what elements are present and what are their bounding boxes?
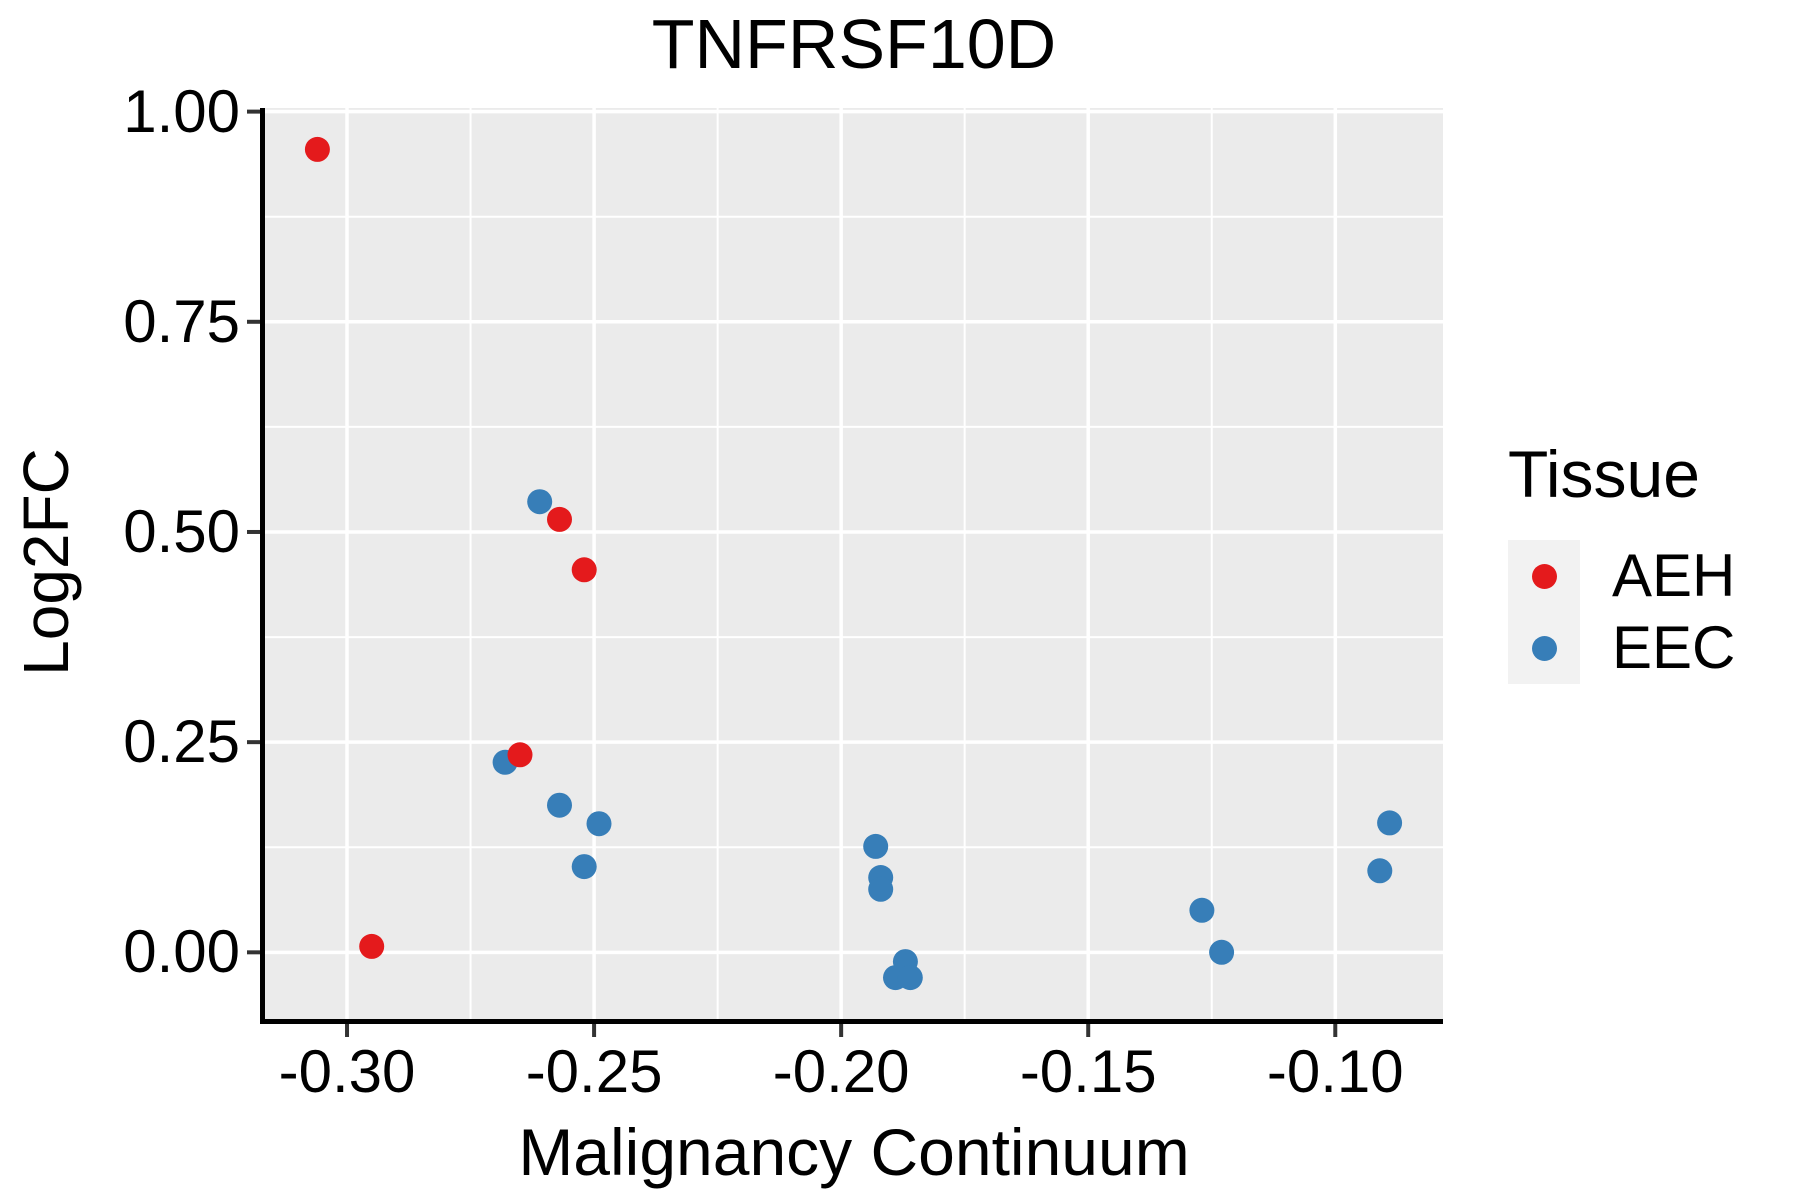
data-point-eec xyxy=(897,965,923,991)
legend-title: Tissue xyxy=(1508,437,1700,511)
data-point-eec xyxy=(1377,810,1403,836)
data-point-eec xyxy=(586,811,612,837)
data-point-eec xyxy=(547,792,572,818)
y-tick-label: 0.25 xyxy=(123,708,240,776)
x-tick-label: -0.30 xyxy=(278,1038,416,1105)
x-tick-label: -0.25 xyxy=(525,1038,663,1105)
data-point-eec xyxy=(868,876,894,902)
legend-key-aeh xyxy=(1508,540,1580,612)
data-point-eec xyxy=(1189,897,1215,923)
legend: Tissue AEH EEC xyxy=(1508,438,1798,684)
x-axis-title: Malignancy Continuum xyxy=(518,1115,1190,1189)
data-point-aeh xyxy=(547,506,572,532)
legend-key-eec xyxy=(1508,612,1580,684)
y-tick-label: 0.75 xyxy=(123,287,240,355)
legend-label-aeh: AEH xyxy=(1612,542,1736,609)
aeh-dot-icon xyxy=(1531,563,1557,589)
x-tick-label: -0.15 xyxy=(1019,1038,1157,1105)
legend-item-eec: EEC xyxy=(1508,612,1798,684)
data-point-eec xyxy=(1209,939,1235,965)
data-point-eec xyxy=(1367,858,1393,884)
data-point-eec xyxy=(571,854,597,880)
y-tick-label: 0.00 xyxy=(123,918,240,986)
data-point-aeh xyxy=(304,136,330,162)
legend-item-aeh: AEH xyxy=(1508,540,1798,612)
y-tick-label: 0.50 xyxy=(123,497,240,565)
data-point-aeh xyxy=(571,557,597,583)
panel-background xyxy=(265,108,1443,1019)
x-tick-label: -0.10 xyxy=(1266,1038,1404,1105)
y-tick-label: 1.00 xyxy=(123,77,240,145)
eec-dot-icon xyxy=(1531,635,1557,661)
data-point-aeh xyxy=(359,933,385,959)
x-tick-label: -0.20 xyxy=(772,1038,910,1105)
data-point-eec xyxy=(527,489,553,515)
data-point-aeh xyxy=(507,742,533,768)
legend-label-eec: EEC xyxy=(1612,614,1736,681)
data-point-eec xyxy=(863,833,889,859)
chart-title: TNFRSF10D xyxy=(651,5,1057,83)
